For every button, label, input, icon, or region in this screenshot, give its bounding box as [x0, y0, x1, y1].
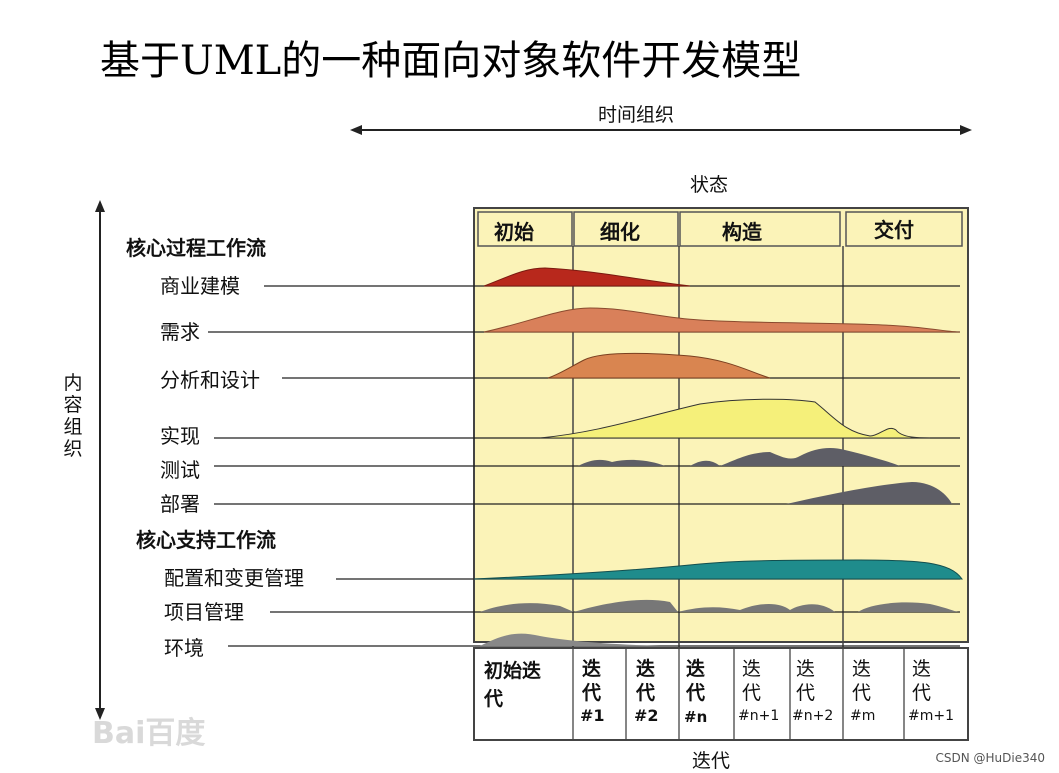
phase-inception: 初始: [494, 220, 534, 244]
iteration-n2-bottom: #n+2: [792, 708, 834, 724]
iteration-m1-mid: 代: [912, 682, 932, 704]
business-modeling-curve: [483, 267, 691, 287]
iteration-n-top: 迭: [686, 658, 706, 680]
workflow-business-modeling: 商业建模: [160, 274, 240, 298]
analysis-design-curve: [547, 352, 771, 379]
iteration-2-top: 迭: [636, 658, 656, 680]
iteration-m-mid: 代: [852, 682, 872, 704]
iteration-footer-label: 迭代: [692, 750, 731, 772]
iteration-2-bottom: #2: [634, 706, 659, 725]
workflow-analysis-design: 分析和设计: [160, 368, 260, 392]
iteration-2-mid: 代: [636, 682, 656, 704]
iteration-n1-top: 迭: [742, 658, 762, 680]
baidu-watermark: Bai百度: [92, 716, 206, 751]
environment-curve: [480, 633, 660, 646]
iteration-n1-mid: 代: [742, 682, 762, 704]
workflow-project-management: 项目管理: [164, 600, 244, 624]
iteration-dividers: [572, 648, 905, 740]
requirements-curve: [483, 307, 961, 333]
workflow-deployment: 部署: [160, 492, 200, 516]
iteration-n1-bottom: #n+1: [738, 708, 780, 724]
testing-curve: [578, 448, 900, 466]
phase-transition: 交付: [874, 218, 914, 242]
csdn-credit: CSDN @HuDie340: [935, 751, 1045, 765]
project-management-curve: [480, 599, 960, 612]
workflow-implementation: 实现: [160, 424, 200, 448]
iteration-m1-bottom: #m+1: [908, 708, 955, 724]
phase-header-label: 状态: [690, 174, 729, 196]
phase-header: [477, 211, 963, 247]
process-workflows-heading: 核心过程工作流: [126, 236, 266, 260]
iteration-n-mid: 代: [686, 682, 706, 704]
workflow-environment: 环境: [164, 636, 204, 660]
iteration-1-mid: 代: [582, 682, 602, 704]
time-axis-label: 时间组织: [598, 104, 675, 126]
iteration-m-bottom: #m: [850, 708, 876, 724]
support-workflows-heading: 核心支持工作流: [136, 528, 276, 552]
iteration-1-top: 迭: [582, 658, 602, 680]
config-management-curve: [473, 559, 963, 580]
deployment-curve: [786, 482, 952, 504]
page-title: 基于UML的一种面向对象软件开发模型: [100, 38, 802, 84]
iteration-n-bottom: #n: [684, 708, 708, 726]
content-axis-arrow: [95, 200, 105, 720]
phase-construction: 构造: [722, 220, 762, 244]
time-axis-arrow: [350, 125, 972, 135]
iteration-m1-top: 迭: [912, 658, 932, 680]
implementation-curve: [539, 398, 931, 439]
workflow-testing: 测试: [160, 458, 200, 482]
workflow-requirements: 需求: [160, 320, 200, 344]
iteration-m-top: 迭: [852, 658, 872, 680]
iteration-initial-bottom: 代: [484, 688, 504, 710]
iteration-n2-mid: 代: [796, 682, 816, 704]
iteration-n2-top: 迭: [796, 658, 816, 680]
content-axis-label: 内容组织: [63, 372, 83, 460]
phase-elaboration: 细化: [600, 220, 640, 244]
iteration-initial-top: 初始迭: [484, 660, 542, 682]
iteration-1-bottom: #1: [580, 706, 605, 725]
iteration-footer: [473, 647, 969, 741]
workflow-config-management: 配置和变更管理: [164, 566, 304, 590]
